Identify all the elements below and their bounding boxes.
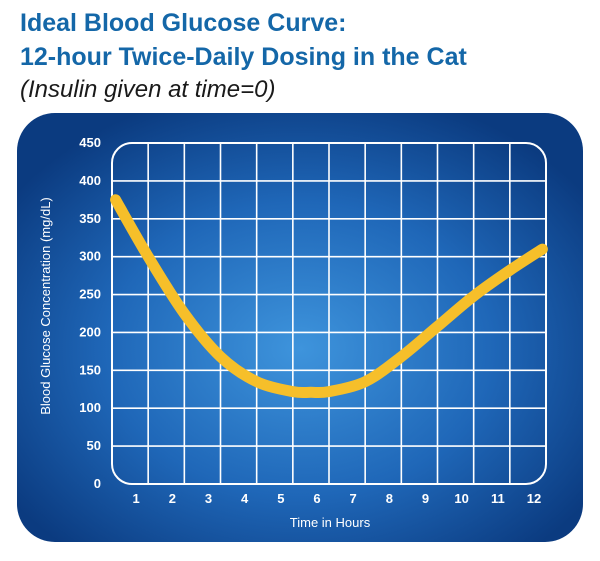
subtitle: (Insulin given at time=0) — [20, 76, 276, 103]
y-tick-label: 0 — [94, 476, 101, 491]
x-tick-label: 2 — [169, 491, 176, 506]
x-axis-label: Time in Hours — [290, 515, 371, 530]
x-tick-label: 11 — [491, 491, 505, 506]
glucose-curve-line — [110, 194, 548, 399]
y-tick-label: 350 — [79, 211, 101, 226]
curve-layer — [110, 194, 548, 399]
title-line-1: Ideal Blood Glucose Curve: — [20, 9, 347, 37]
y-tick-label: 50 — [87, 438, 101, 453]
y-axis-ticks: 0 50 100 150 200 250 300 350 400 450 — [79, 135, 101, 491]
x-tick-label: 1 — [133, 491, 140, 506]
chart-panel — [17, 113, 583, 542]
grid — [112, 143, 546, 484]
chart-title: Ideal Blood Glucose Curve: 12-hour Twice… — [20, 6, 467, 106]
y-tick-label: 400 — [79, 173, 101, 188]
y-tick-label: 150 — [79, 362, 101, 377]
x-axis-ticks: 1 2 3 4 5 6 7 8 9 10 11 12 — [133, 491, 542, 506]
y-tick-label: 300 — [79, 249, 101, 264]
y-tick-label: 200 — [79, 324, 101, 339]
x-tick-label: 10 — [454, 491, 468, 506]
y-tick-label: 100 — [79, 400, 101, 415]
title-line-2: 12-hour Twice-Daily Dosing in the Cat — [20, 43, 467, 71]
x-tick-label: 5 — [277, 491, 284, 506]
x-tick-label: 4 — [241, 491, 249, 506]
x-tick-label: 9 — [422, 491, 429, 506]
y-axis-label: Blood Glucose Concentration (mg/dL) — [38, 197, 53, 415]
y-tick-label: 250 — [79, 287, 101, 302]
x-tick-label: 12 — [527, 491, 541, 506]
y-tick-label: 450 — [79, 135, 101, 150]
x-tick-label: 7 — [350, 491, 357, 506]
x-tick-label: 8 — [386, 491, 393, 506]
x-tick-label: 3 — [205, 491, 212, 506]
x-tick-label: 6 — [313, 491, 320, 506]
